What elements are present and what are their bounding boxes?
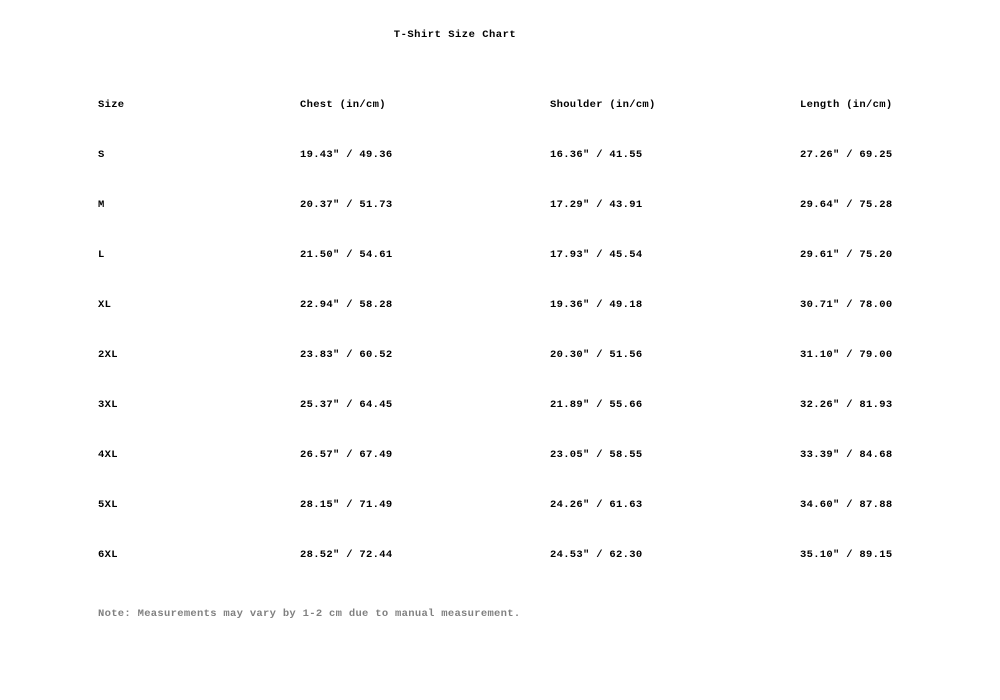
page-title: T-Shirt Size Chart	[393, 29, 517, 41]
shoulder-value: 17.29" / 43.91	[550, 199, 643, 211]
shoulder-value: 16.36" / 41.55	[550, 149, 643, 161]
shoulder-value: 17.93" / 45.54	[550, 249, 643, 261]
length-value: 32.26" / 81.93	[800, 399, 893, 411]
table-row: L 21.50" / 54.61 17.93" / 45.54 29.61" /…	[0, 249, 1000, 263]
column-header-shoulder: Shoulder (in/cm)	[550, 99, 656, 111]
length-value: 33.39" / 84.68	[800, 449, 893, 461]
length-value: 34.60" / 87.88	[800, 499, 893, 511]
length-value: 29.61" / 75.20	[800, 249, 893, 261]
length-value: 31.10" / 79.00	[800, 349, 893, 361]
column-header-length: Length (in/cm)	[800, 99, 893, 111]
chest-value: 28.52" / 72.44	[300, 549, 393, 561]
size-value: 4XL	[98, 449, 118, 461]
table-row: 4XL 26.57" / 67.49 23.05" / 58.55 33.39"…	[0, 449, 1000, 463]
length-value: 29.64" / 75.28	[800, 199, 893, 211]
column-header-chest: Chest (in/cm)	[300, 99, 386, 111]
table-row: 5XL 28.15" / 71.49 24.26" / 61.63 34.60"…	[0, 499, 1000, 513]
table-row: 6XL 28.52" / 72.44 24.53" / 62.30 35.10"…	[0, 549, 1000, 563]
chest-value: 25.37" / 64.45	[300, 399, 393, 411]
table-row: S 19.43" / 49.36 16.36" / 41.55 27.26" /…	[0, 149, 1000, 163]
size-value: S	[98, 149, 105, 161]
table-row: XL 22.94" / 58.28 19.36" / 49.18 30.71" …	[0, 299, 1000, 313]
length-value: 30.71" / 78.00	[800, 299, 893, 311]
shoulder-value: 24.53" / 62.30	[550, 549, 643, 561]
chest-value: 23.83" / 60.52	[300, 349, 393, 361]
shoulder-value: 24.26" / 61.63	[550, 499, 643, 511]
chest-value: 19.43" / 49.36	[300, 149, 393, 161]
size-value: 2XL	[98, 349, 118, 361]
measurement-note: Note: Measurements may vary by 1-2 cm du…	[98, 608, 521, 620]
shoulder-value: 19.36" / 49.18	[550, 299, 643, 311]
table-row: M 20.37" / 51.73 17.29" / 43.91 29.64" /…	[0, 199, 1000, 213]
column-header-size: Size	[98, 99, 125, 111]
chest-value: 22.94" / 58.28	[300, 299, 393, 311]
size-value: XL	[98, 299, 112, 311]
size-value: L	[98, 249, 105, 261]
chest-value: 28.15" / 71.49	[300, 499, 393, 511]
shoulder-value: 23.05" / 58.55	[550, 449, 643, 461]
chest-value: 26.57" / 67.49	[300, 449, 393, 461]
table-header-row: Size Chest (in/cm) Shoulder (in/cm) Leng…	[0, 99, 1000, 113]
shoulder-value: 21.89" / 55.66	[550, 399, 643, 411]
length-value: 27.26" / 69.25	[800, 149, 893, 161]
table-row: 3XL 25.37" / 64.45 21.89" / 55.66 32.26"…	[0, 399, 1000, 413]
chest-value: 21.50" / 54.61	[300, 249, 393, 261]
chest-value: 20.37" / 51.73	[300, 199, 393, 211]
size-value: 6XL	[98, 549, 118, 561]
size-value: 3XL	[98, 399, 118, 411]
size-value: M	[98, 199, 105, 211]
shoulder-value: 20.30" / 51.56	[550, 349, 643, 361]
length-value: 35.10" / 89.15	[800, 549, 893, 561]
table-row: 2XL 23.83" / 60.52 20.30" / 51.56 31.10"…	[0, 349, 1000, 363]
size-value: 5XL	[98, 499, 118, 511]
